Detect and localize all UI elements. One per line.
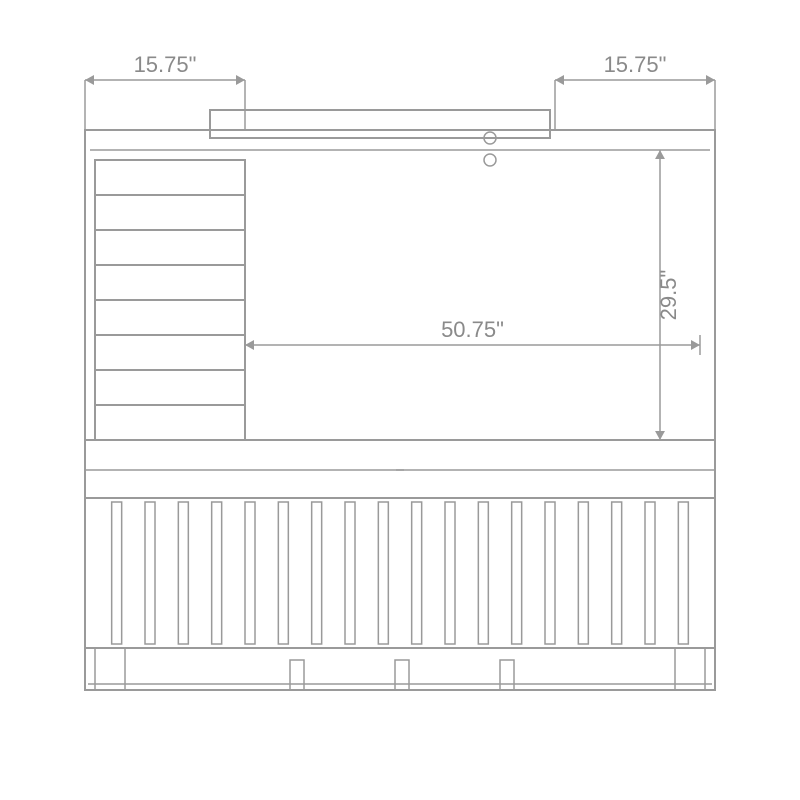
svg-text:29.5": 29.5" [656,270,681,321]
svg-text:15.75": 15.75" [134,52,197,77]
svg-text:50.75": 50.75" [441,317,504,342]
svg-text:15.75": 15.75" [604,52,667,77]
